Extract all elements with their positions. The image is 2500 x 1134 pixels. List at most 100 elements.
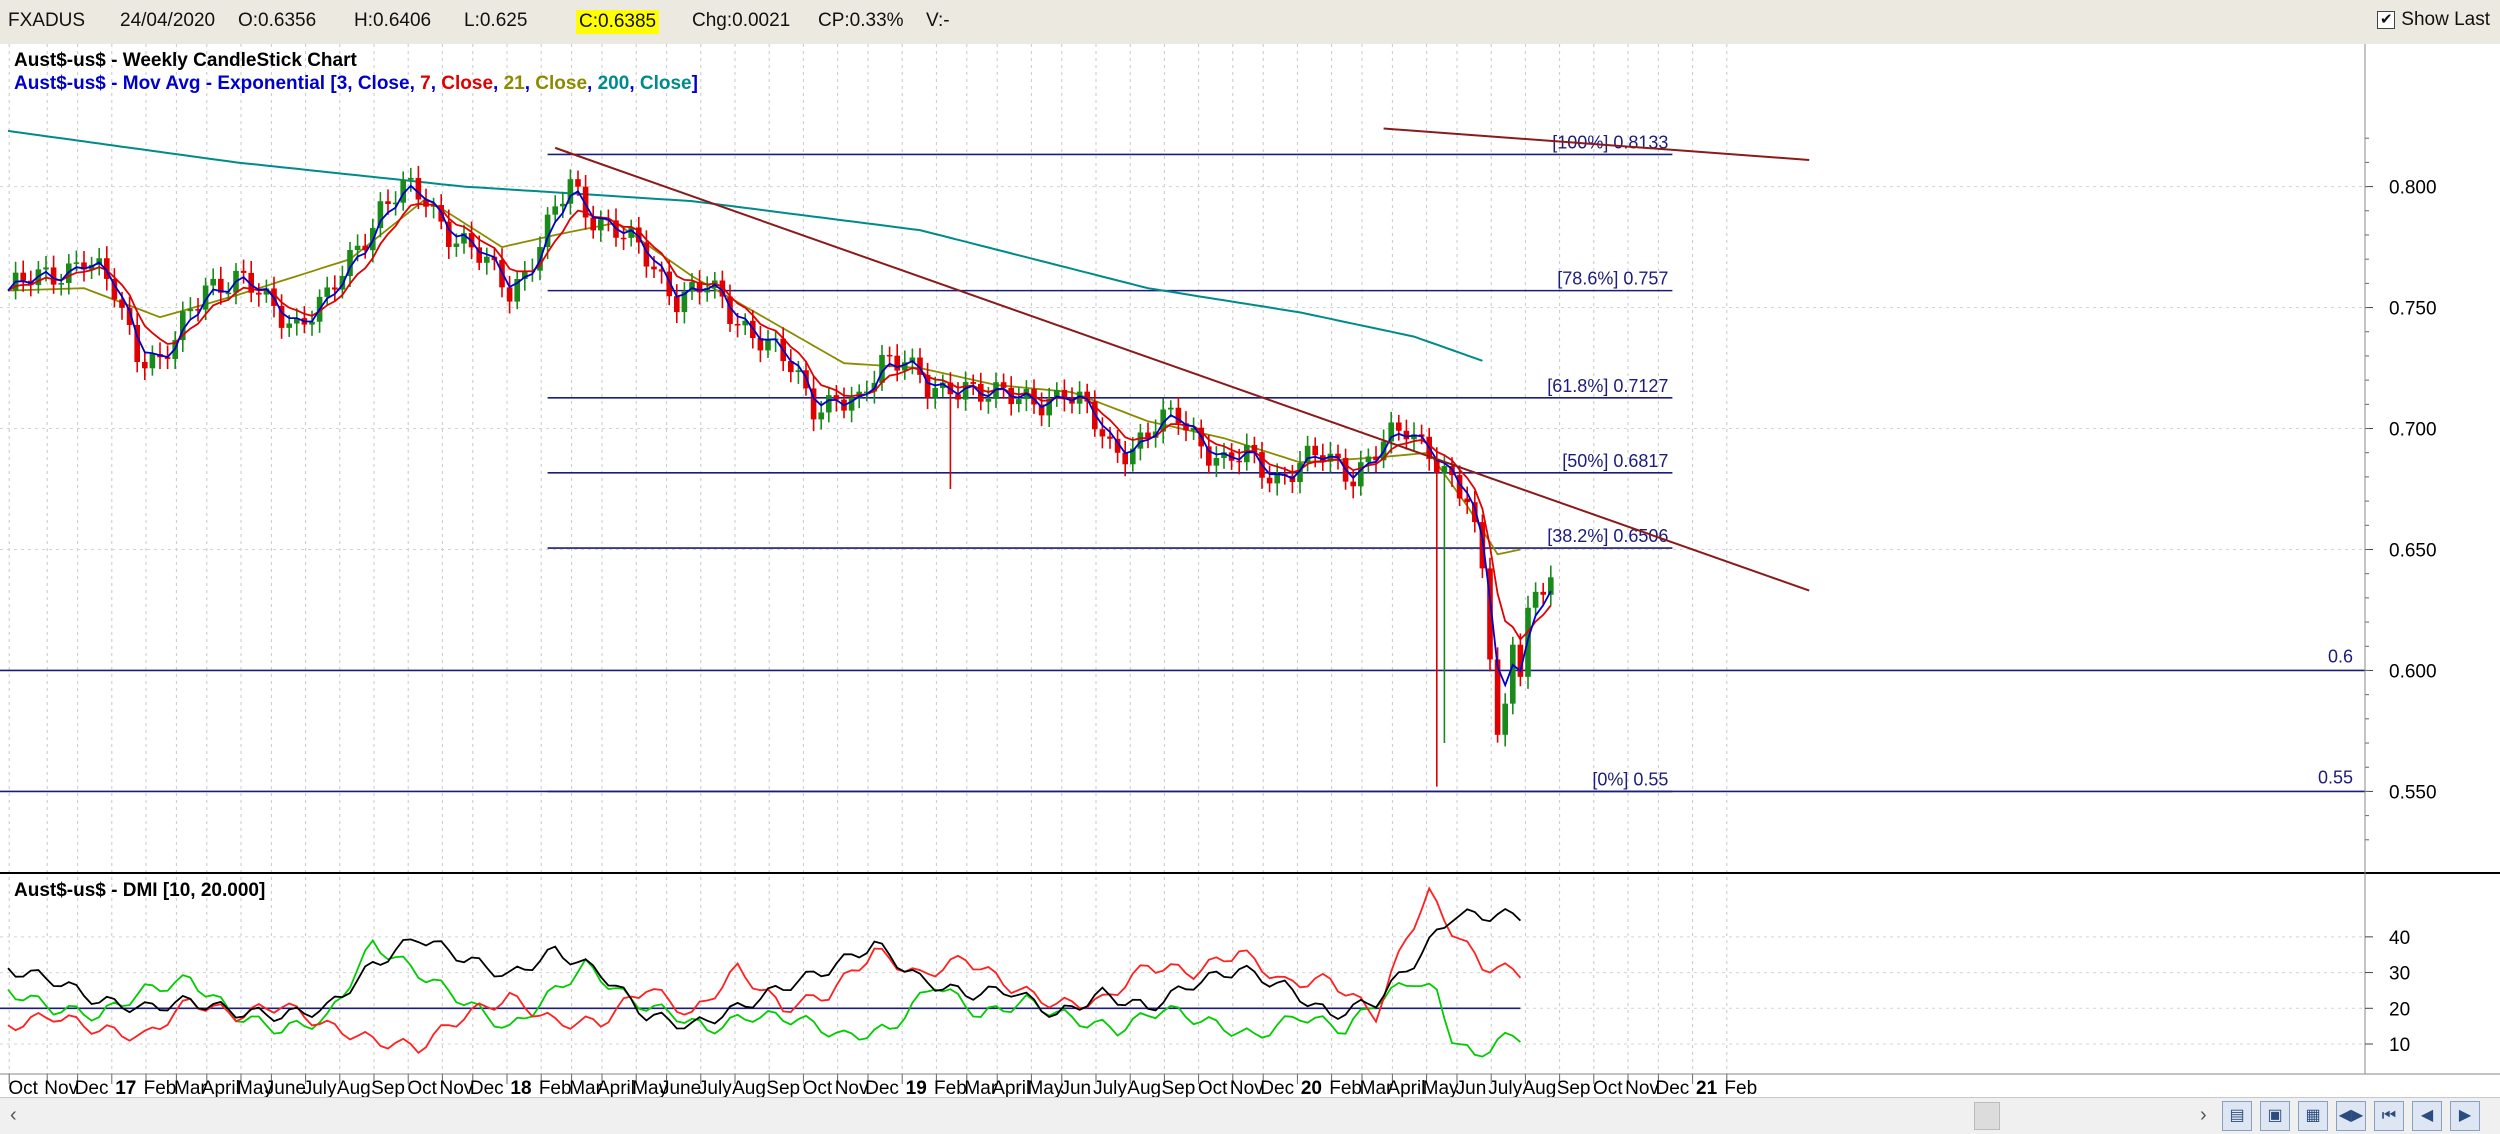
dmi-adx-line <box>7 907 1522 1030</box>
show-last-checkbox[interactable]: ✔ <box>2377 11 2396 29</box>
candle-body <box>1054 389 1060 400</box>
candle-body <box>848 397 855 411</box>
volume-value: V:- <box>926 10 950 31</box>
candle-body <box>932 388 938 398</box>
candle-body <box>1540 591 1546 595</box>
trendlines[interactable] <box>554 127 1810 592</box>
time-tick-label: Oct <box>803 1078 833 1097</box>
time-tick-label: April <box>597 1078 635 1097</box>
candle-body <box>362 245 368 251</box>
trendline <box>554 146 1810 592</box>
candle-body <box>681 291 688 313</box>
candle-body <box>560 203 566 207</box>
ema3-line <box>7 184 1552 688</box>
scroll-thumb[interactable] <box>1974 1102 2000 1130</box>
candle-body <box>1175 407 1182 424</box>
candle-body <box>1297 463 1303 483</box>
ema21-series <box>7 197 1521 556</box>
ma7-period: 7 <box>420 73 431 94</box>
step-forward-icon[interactable]: ▶ <box>2450 1101 2480 1131</box>
candle-body <box>1206 446 1212 466</box>
time-tick-label: Nov <box>44 1078 78 1097</box>
time-tick-label: 17 <box>115 1078 136 1097</box>
time-tick-label: Dec <box>1656 1078 1690 1097</box>
candle-body <box>985 398 992 402</box>
time-tick-label: Sep <box>371 1078 405 1097</box>
candle-body <box>164 357 171 359</box>
candle-body <box>119 299 125 308</box>
time-tick-label: Aug <box>732 1078 766 1097</box>
time-tick-label: May <box>632 1078 668 1097</box>
time-tick-label: Oct <box>8 1078 38 1097</box>
candle-body <box>1373 456 1379 461</box>
candle-body <box>446 221 452 247</box>
fib-label: [78.6%] 0.757 <box>1557 269 1668 289</box>
candle-body <box>294 318 300 324</box>
time-tick-label: July <box>1093 1078 1127 1097</box>
zoom-in-icon[interactable]: ▣ <box>2260 1101 2290 1131</box>
candle-body <box>590 217 596 231</box>
ma200-field: Close <box>640 73 692 94</box>
candle-body <box>1046 399 1052 416</box>
candle-body <box>1396 422 1402 431</box>
chart-nav-buttons: ▤ ▣ ▦ ◀▶ ⏮ ◀ ▶ <box>2222 1101 2480 1131</box>
candle-body <box>263 288 270 295</box>
candle-body <box>423 199 429 207</box>
candle-body <box>347 249 353 276</box>
candle-body <box>1244 445 1250 463</box>
scroll-left-icon[interactable]: ‹ <box>10 1104 17 1126</box>
zoom-out-icon[interactable]: ▤ <box>2222 1101 2252 1131</box>
fib-label: [50%] 0.6817 <box>1562 451 1668 471</box>
ema200-line <box>7 129 1483 362</box>
step-back-icon[interactable]: ◀ <box>2412 1101 2442 1131</box>
dmi-tick-label: 30 <box>2389 964 2410 985</box>
symbol-label: FXADUS <box>8 10 86 31</box>
time-tick-label: Nov <box>835 1078 869 1097</box>
candle-body <box>1274 474 1280 484</box>
ma3-period: 3 <box>337 73 348 94</box>
candle-body <box>1190 427 1197 431</box>
time-tick-label: Feb <box>934 1078 967 1097</box>
time-tick-label: 20 <box>1301 1078 1322 1097</box>
chart-area[interactable]: [100%] 0.8133[78.6%] 0.757[61.8%] 0.7127… <box>0 44 2500 1097</box>
fib-label: [61.8%] 0.7127 <box>1547 376 1668 396</box>
candle-body <box>73 262 80 264</box>
dmi-title: Aust$-us$ - DMI [10, 20.000] <box>14 880 265 901</box>
time-tick-label: May <box>1027 1078 1063 1097</box>
candle-body <box>833 395 840 400</box>
candle-body <box>795 370 802 373</box>
candle-body <box>187 309 194 312</box>
ma-legend-prefix: Aust$-us$ - Mov Avg - Exponential [ <box>14 73 337 94</box>
horizontal-scrollbar[interactable]: ‹ › ▤ ▣ ▦ ◀▶ ⏮ ◀ ▶ <box>0 1097 2500 1134</box>
time-tick-label: Sep <box>1557 1078 1591 1097</box>
candle-body <box>788 361 794 373</box>
candle-body <box>742 320 748 326</box>
time-tick-label: Feb <box>539 1078 572 1097</box>
candle-body <box>278 305 285 328</box>
ma7-field: Close <box>441 73 493 94</box>
candle-body <box>666 271 672 297</box>
fib-label: [38.2%] 0.6506 <box>1547 526 1668 546</box>
candle-body <box>1350 481 1356 487</box>
scroll-right-icon[interactable]: › <box>2200 1104 2207 1126</box>
scroll-start-icon[interactable]: ⏮ <box>2374 1101 2404 1131</box>
candle-body <box>1236 460 1242 463</box>
time-tick-label: Jun <box>1060 1078 1091 1097</box>
candle-body <box>20 272 26 281</box>
candle-body <box>544 214 551 248</box>
candle-body <box>909 357 916 363</box>
candle-body <box>1137 432 1144 449</box>
time-tick-label: Oct <box>407 1078 437 1097</box>
candle-body <box>1411 434 1417 440</box>
candle-body <box>484 256 490 263</box>
price-tick-label: 0.800 <box>2389 178 2437 199</box>
price-tick-label: 0.700 <box>2389 420 2437 441</box>
fit-icon[interactable]: ▦ <box>2298 1101 2328 1131</box>
close-value: C:0.6385 <box>576 10 660 34</box>
low-value: L:0.625 <box>464 10 528 31</box>
ema21-line <box>7 197 1521 556</box>
scroll-both-icon[interactable]: ◀▶ <box>2336 1101 2366 1131</box>
candle-body <box>430 205 437 207</box>
horizontal-levels[interactable]: 0.6 0.55 <box>0 646 2365 793</box>
show-last-toggle[interactable]: ✔ Show Last <box>2377 9 2490 31</box>
